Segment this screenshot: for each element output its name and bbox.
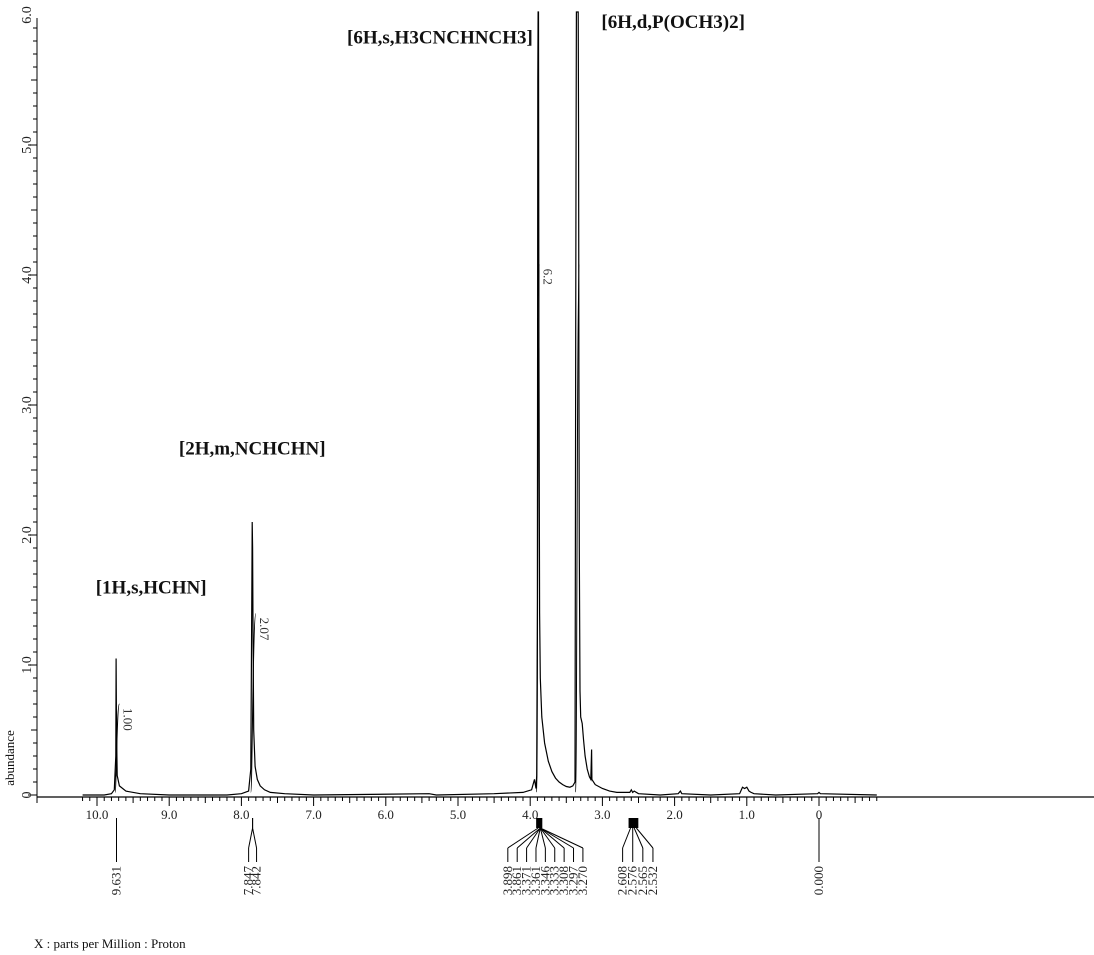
- peak-assignment-label: [1H,s,HCHN]: [96, 578, 207, 599]
- peak-pick-value: 2.565: [635, 866, 650, 895]
- peak-pick-value: 3.308: [556, 866, 571, 895]
- peak-pick-connector: [539, 827, 556, 849]
- x-tick-label: 8.0: [233, 807, 249, 822]
- y-axis-label: abundance: [2, 730, 17, 786]
- x-axis: 10.0 9.0 8.0 7.0 6.0 5.0 4.0 3.0 2.0 1.0 0: [37, 796, 1094, 822]
- peak-pick-value: 2.532: [645, 866, 660, 895]
- peak-pick-connector: [526, 827, 541, 849]
- peak-annotations: [1H,s,HCHN] [2H,m,NCHCHN] [6H,s,H3CNCHNCH3…: [96, 12, 745, 599]
- x-tick-label: 3.0: [594, 807, 610, 822]
- x-tick-label: 4.0: [522, 807, 538, 822]
- x-tick-label: 2.0: [666, 807, 682, 822]
- integration-curve: [114, 703, 120, 793]
- spectrum-line: [82, 11, 877, 796]
- integration-curve: [575, 264, 580, 793]
- peak-pick-connector: [535, 827, 541, 849]
- peak-pick-connector: [633, 827, 644, 849]
- peak-pick-value: 9.631: [108, 866, 123, 895]
- x-tick-label: 10.0: [86, 807, 109, 822]
- x-tick-label: 5.0: [450, 807, 466, 822]
- y-tick-label: 5.0: [20, 136, 35, 154]
- peak-pick-value: 3.371: [519, 866, 534, 895]
- x-tick-label: 9.0: [161, 807, 177, 822]
- peak-pick-value: 3.346: [537, 866, 552, 896]
- peak-pick-connector: [539, 827, 546, 849]
- peak-pick-marker: [628, 818, 639, 828]
- peak-pick-value: 3.333: [547, 866, 562, 895]
- peak-pick-value: 7.842: [249, 866, 264, 895]
- y-tick-label: 0: [20, 792, 35, 799]
- peak-pick-value: 3.270: [575, 866, 590, 895]
- peak-pick-connector: [507, 827, 539, 849]
- x-axis-label: X : parts per Million : Proton: [34, 936, 186, 951]
- x-tick-label: 6.0: [378, 807, 394, 822]
- peak-pick-value: 3.297: [566, 866, 581, 896]
- peak-pick-value: 7.847: [241, 866, 256, 896]
- y-tick-label: 6.0: [20, 6, 35, 24]
- peak-pick-connector: [540, 827, 584, 849]
- peak-assignment-label: [6H,d,P(OCH3)2]: [601, 12, 745, 33]
- peak-pick-value: 3.361: [528, 866, 543, 895]
- peak-pick-value: 3.898: [500, 866, 515, 895]
- integration-value: 1.00: [120, 708, 135, 731]
- peak-assignment-label: [2H,m,NCHCHN]: [179, 438, 326, 459]
- peak-pick-marker: [536, 818, 543, 828]
- peak-pick-connector: [622, 827, 632, 849]
- integration-curve: [536, 264, 541, 793]
- peak-pick-connector: [539, 827, 565, 849]
- peak-pick-connector: [540, 827, 574, 849]
- peak-pick-value: 0.000: [811, 866, 826, 895]
- peak-pick-value: 3.861: [509, 866, 524, 895]
- x-tick-label: 7.0: [305, 807, 321, 822]
- x-tick-label: 0: [816, 807, 823, 822]
- peak-assignment-label: [6H,s,H3CNCHNCH3]: [347, 28, 533, 49]
- peak-pick-connector: [516, 827, 541, 849]
- peak-pick-connector: [635, 827, 654, 849]
- peak-pick-value: 2.576: [625, 866, 640, 896]
- y-axis: 0 1.0 2.0 3.0 4.0 5.0 6.0: [20, 6, 38, 803]
- integration-value: 6.2: [541, 269, 556, 285]
- y-tick-label: 2.0: [20, 526, 35, 544]
- peak-pick-value: 2.608: [615, 866, 630, 895]
- y-tick-label: 1.0: [20, 656, 35, 674]
- peak-pick-connector: [248, 827, 254, 849]
- integration-value: 2.07: [257, 618, 272, 641]
- x-tick-label: 1.0: [739, 807, 755, 822]
- peak-pick-connector: [252, 827, 258, 849]
- integration-curve: [250, 613, 257, 793]
- y-tick-label: 3.0: [20, 396, 35, 414]
- integration-curves: 1.00 2.07 6.2: [114, 264, 580, 793]
- y-tick-label: 4.0: [20, 266, 35, 284]
